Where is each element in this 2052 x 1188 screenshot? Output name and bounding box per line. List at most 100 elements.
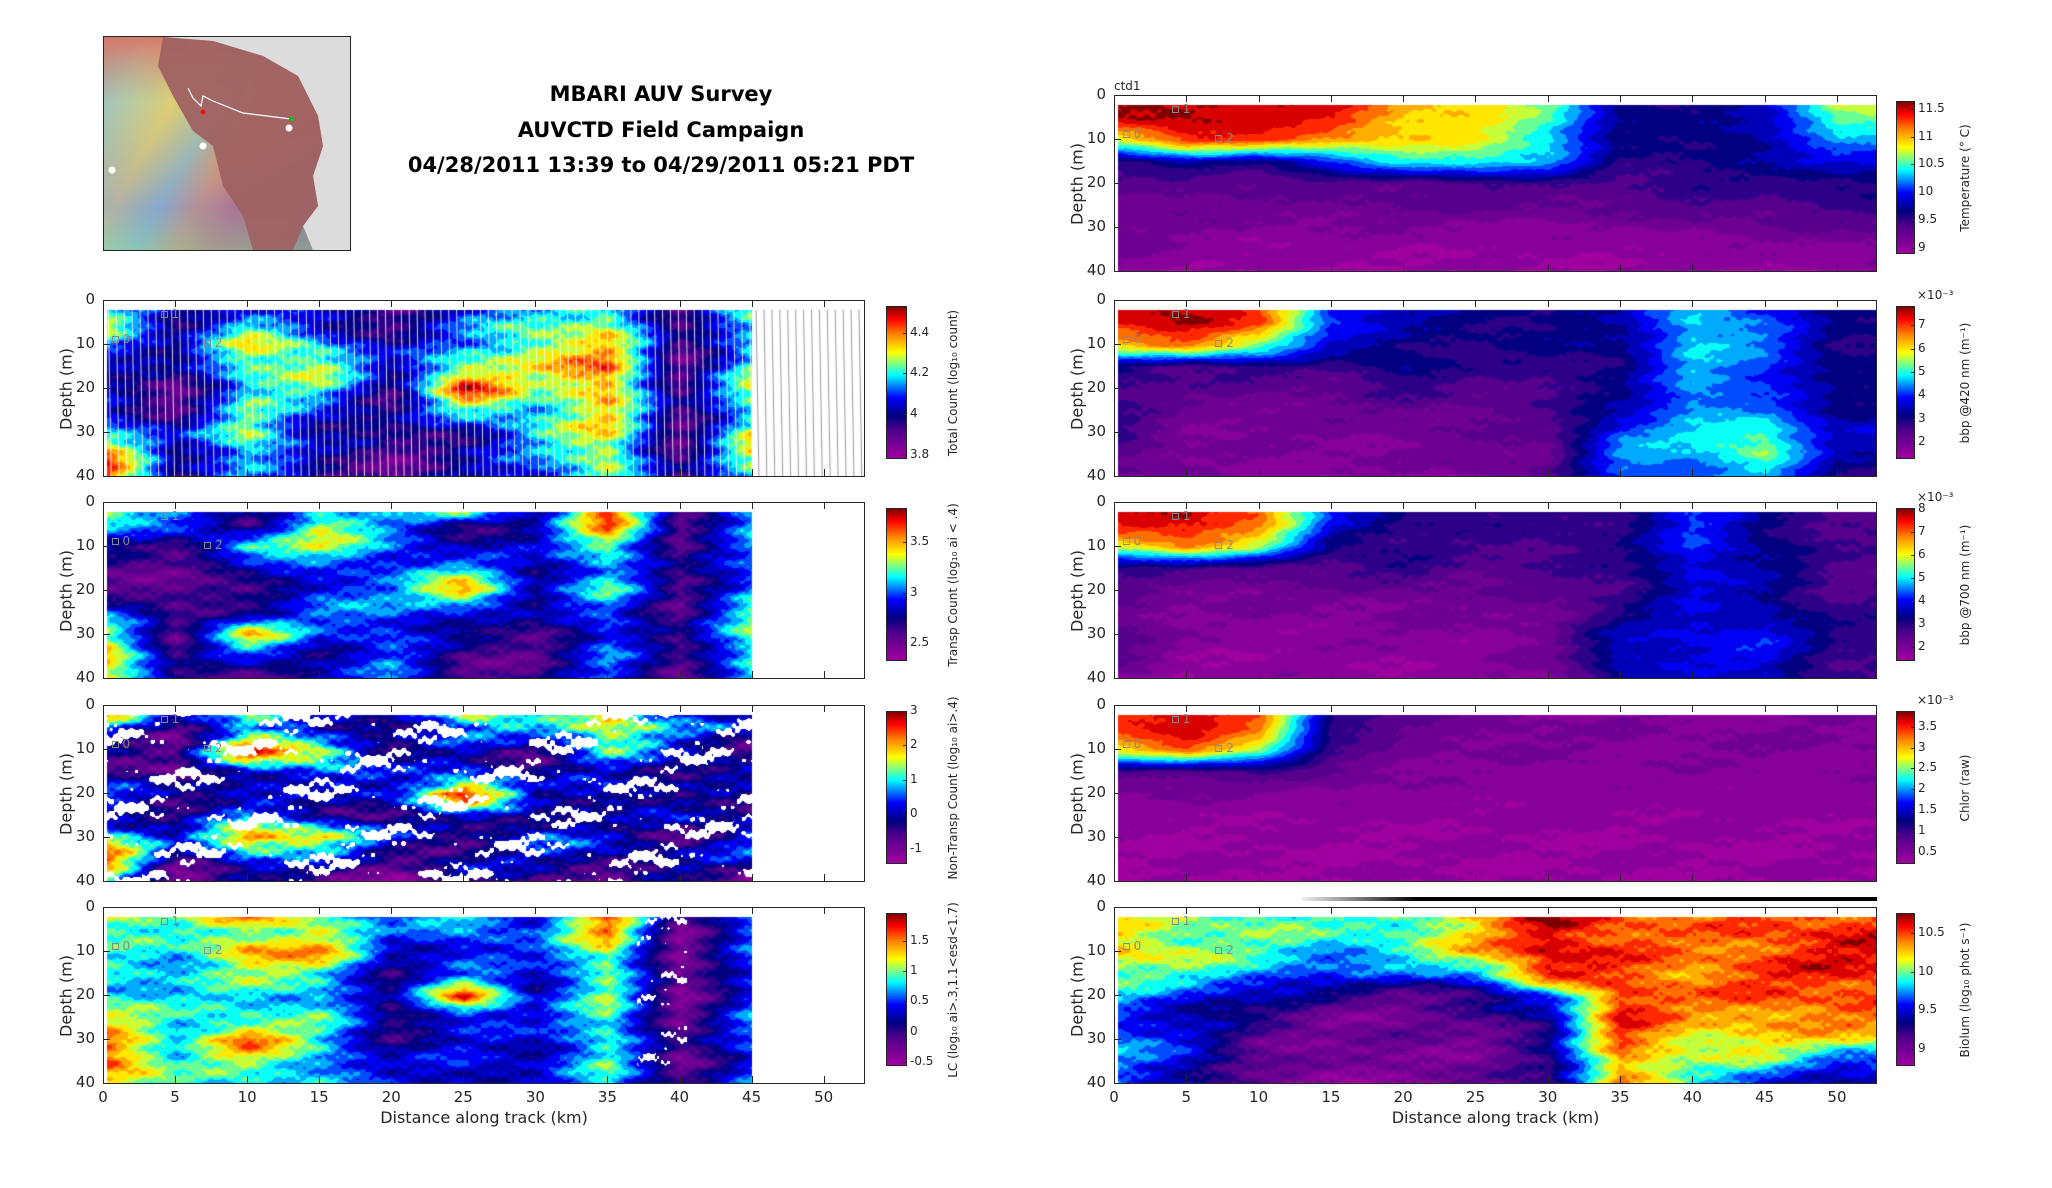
x-tick-label: 5 bbox=[1181, 1088, 1192, 1106]
y-tick-mark bbox=[1114, 1039, 1121, 1040]
x-tick-mark bbox=[1692, 671, 1694, 678]
colorbar-tick-mark bbox=[1911, 578, 1915, 580]
x-tick-mark-top bbox=[751, 300, 753, 307]
x-tick-mark bbox=[1547, 469, 1549, 476]
y-tick-label: 30 bbox=[1086, 624, 1106, 642]
y-tick-label: 30 bbox=[75, 827, 95, 845]
y-axis-label: Depth (m) bbox=[1067, 142, 1087, 225]
colorbar-tick-label: 0.5 bbox=[1918, 843, 1938, 858]
x-tick-mark-top bbox=[1692, 705, 1694, 712]
x-tick-mark bbox=[175, 874, 177, 881]
x-tick-label: 25 bbox=[453, 1088, 473, 1106]
y-tick-mark bbox=[1114, 881, 1121, 882]
x-axis-label: Distance along track (km) bbox=[1391, 1108, 1600, 1127]
y-tick-label: 10 bbox=[75, 334, 95, 352]
colorbar-tick-label: 4.4 bbox=[910, 324, 930, 339]
x-tick-mark-top bbox=[1330, 300, 1332, 307]
x-tick-mark-top bbox=[1692, 95, 1694, 102]
colorbar-tick-label: 7 bbox=[1918, 524, 1926, 539]
x-tick-mark-top bbox=[1764, 502, 1766, 509]
x-tick-mark bbox=[391, 1076, 393, 1083]
station-square-icon bbox=[1215, 745, 1223, 753]
colorbar-tick-label: 2 bbox=[1918, 781, 1926, 796]
x-tick-mark bbox=[319, 1076, 321, 1083]
station-square-icon bbox=[160, 311, 168, 319]
x-tick-mark bbox=[535, 671, 537, 678]
y-tick-mark bbox=[103, 705, 110, 706]
x-tick-mark bbox=[1764, 264, 1766, 271]
x-tick-label: 10 bbox=[1249, 1088, 1269, 1106]
x-tick-mark bbox=[1403, 874, 1405, 881]
heatmap-chlor bbox=[1115, 706, 1876, 881]
heatmap-bbp420 bbox=[1115, 301, 1876, 476]
title-time-range: 04/28/2011 13:39 to 04/29/2011 05:21 PDT bbox=[407, 153, 915, 177]
colorbar-tick-mark bbox=[1911, 647, 1915, 649]
colorbar-tick-mark bbox=[1911, 192, 1915, 194]
y-tick-label: 0 bbox=[85, 492, 95, 510]
x-tick-mark-top bbox=[319, 502, 321, 509]
x-tick-mark-top bbox=[1114, 907, 1115, 914]
x-tick-mark bbox=[823, 671, 825, 678]
station-marker: 1 bbox=[1171, 307, 1190, 321]
y-tick-mark bbox=[1114, 300, 1121, 301]
colorbar-tick-label: 5 bbox=[1918, 570, 1926, 585]
x-tick-mark bbox=[1692, 264, 1694, 271]
x-tick-mark bbox=[1475, 671, 1477, 678]
heatmap-panel-bbp700 bbox=[1114, 502, 1877, 679]
station-marker: 0 bbox=[111, 737, 130, 751]
x-tick-mark-top bbox=[247, 300, 249, 307]
colorbar-label: Biolum (log₁₀ phot s⁻¹) bbox=[1958, 922, 1972, 1057]
colorbar-tick-mark bbox=[1911, 371, 1915, 373]
station-square-icon bbox=[1122, 335, 1130, 343]
colorbar-tick-label: 5 bbox=[1918, 363, 1926, 378]
x-tick-mark bbox=[1186, 671, 1188, 678]
colorbar-tick-mark bbox=[1911, 601, 1915, 603]
x-tick-mark-top bbox=[1764, 907, 1766, 914]
station-marker: 1 bbox=[160, 914, 179, 928]
colorbar-tick-label: 3.5 bbox=[910, 534, 930, 549]
station-square-icon bbox=[111, 942, 119, 950]
y-tick-mark bbox=[103, 907, 110, 908]
x-tick-mark bbox=[1764, 874, 1766, 881]
x-tick-label: 50 bbox=[1827, 1088, 1847, 1106]
colorbar-tick-label: 1 bbox=[910, 771, 918, 786]
x-tick-mark-top bbox=[1114, 705, 1115, 712]
station-marker: 0 bbox=[111, 939, 130, 953]
x-tick-mark-top bbox=[1764, 705, 1766, 712]
y-tick-label: 10 bbox=[1086, 129, 1106, 147]
x-tick-mark-top bbox=[1258, 502, 1260, 509]
colorbar-tick-mark bbox=[1911, 768, 1915, 770]
x-tick-mark bbox=[1692, 469, 1694, 476]
x-tick-mark-top bbox=[751, 907, 753, 914]
x-tick-mark-top bbox=[535, 907, 537, 914]
y-axis-label: Depth (m) bbox=[56, 954, 76, 1037]
y-tick-label: 0 bbox=[1096, 85, 1106, 103]
station-marker: 2 bbox=[1215, 943, 1234, 957]
x-tick-mark-top bbox=[1258, 95, 1260, 102]
x-tick-mark bbox=[463, 874, 465, 881]
colorbar-bbp700 bbox=[1896, 508, 1915, 661]
colorbar-bbp420 bbox=[1896, 306, 1915, 459]
x-tick-mark bbox=[1475, 874, 1477, 881]
y-tick-mark bbox=[103, 388, 110, 389]
y-tick-mark bbox=[1114, 995, 1121, 996]
x-tick-mark bbox=[1330, 671, 1332, 678]
x-tick-mark bbox=[103, 1076, 104, 1083]
x-tick-mark-top bbox=[823, 907, 825, 914]
x-tick-mark bbox=[1114, 264, 1115, 271]
x-tick-mark-top bbox=[1547, 95, 1549, 102]
station-square-icon bbox=[1171, 106, 1179, 114]
station-marker: 1 bbox=[160, 509, 179, 523]
y-tick-mark bbox=[103, 995, 110, 996]
heatmap-panel-biolum bbox=[1114, 907, 1877, 1084]
x-tick-mark-top bbox=[1475, 95, 1477, 102]
colorbar-tick-mark bbox=[1911, 442, 1915, 444]
x-tick-mark bbox=[751, 1076, 753, 1083]
x-tick-mark-top bbox=[1186, 907, 1188, 914]
station-label: 0 bbox=[122, 533, 131, 548]
x-tick-mark-top bbox=[463, 502, 465, 509]
colorbar-tick-label: 0 bbox=[910, 1023, 918, 1038]
x-tick-mark bbox=[1475, 469, 1477, 476]
station-label: 2 bbox=[1226, 336, 1234, 351]
station-label: 1 bbox=[171, 307, 180, 322]
